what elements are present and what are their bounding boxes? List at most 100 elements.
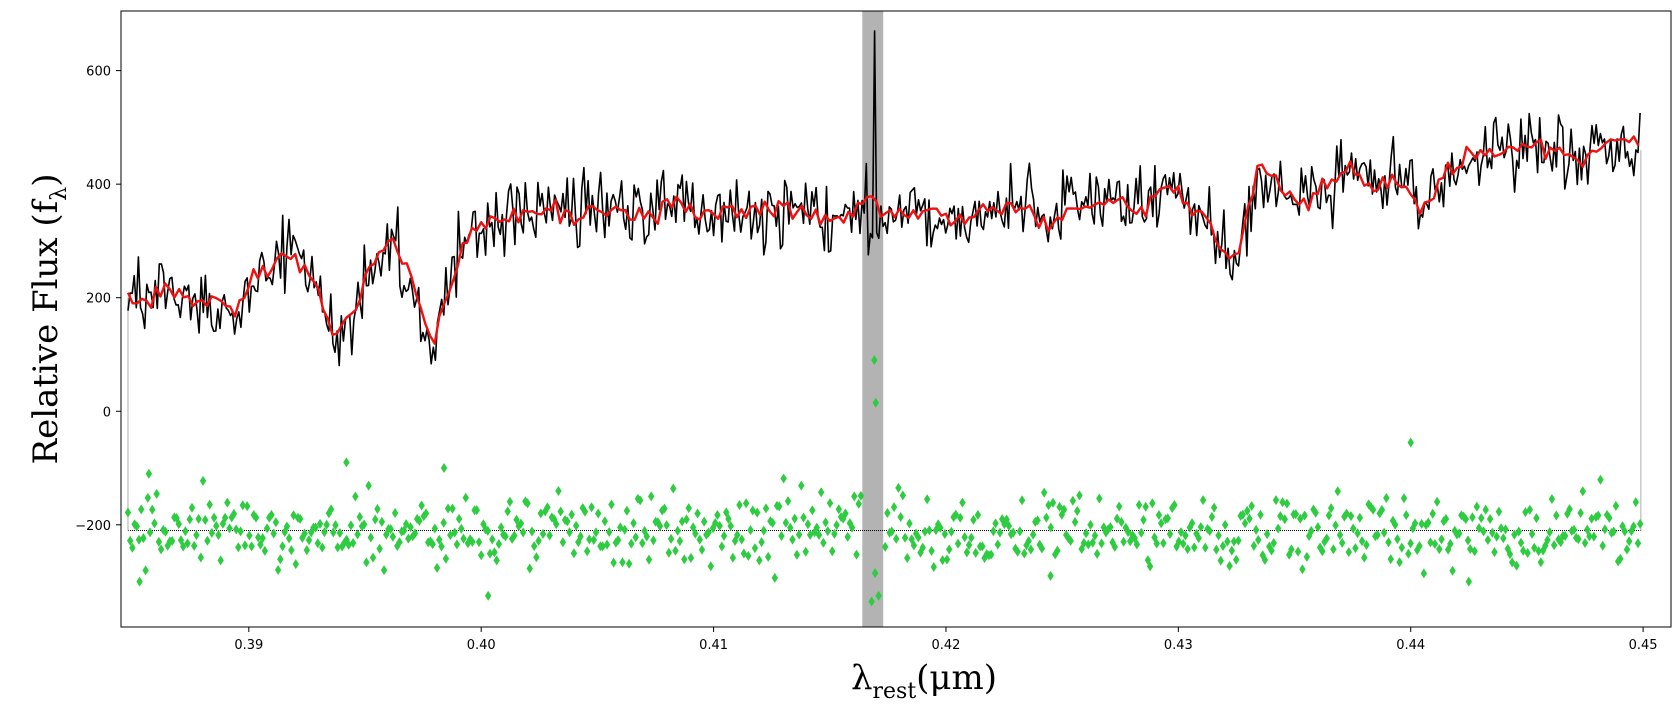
residual-point — [272, 517, 280, 528]
residual-point — [1303, 551, 1311, 562]
residual-point — [555, 485, 562, 496]
residual-point — [1533, 513, 1540, 524]
residual-point — [1528, 528, 1536, 539]
residual-outlier-point — [440, 463, 448, 474]
residual-point — [1111, 541, 1118, 552]
residual-point — [957, 512, 964, 523]
residual-point — [817, 487, 825, 498]
residual-point — [1272, 495, 1280, 506]
residual-point — [1268, 545, 1275, 556]
residual-point — [376, 543, 383, 554]
residual-point — [784, 496, 792, 507]
residual-point — [274, 564, 282, 575]
residual-point — [285, 533, 293, 544]
residual-point — [857, 490, 865, 501]
residual-point — [641, 525, 648, 536]
residual-point — [1486, 514, 1494, 525]
residual-point — [533, 552, 540, 563]
residual-point — [806, 529, 814, 540]
residual-point — [685, 503, 692, 514]
residual-point — [1255, 534, 1262, 545]
residual-point — [1058, 509, 1066, 520]
residual-point — [1146, 561, 1154, 572]
residual-point — [288, 545, 295, 556]
residual-point — [305, 535, 313, 546]
residual-point — [1374, 529, 1381, 540]
residual-point — [1281, 514, 1288, 525]
residual-point — [1500, 533, 1507, 544]
residual-point — [1566, 504, 1573, 515]
residual-outlier-point — [871, 355, 878, 366]
residual-point — [1093, 548, 1101, 559]
residual-point — [937, 522, 944, 533]
residual-point — [608, 499, 615, 510]
residual-point — [1347, 511, 1355, 522]
residual-point — [140, 533, 147, 544]
residual-point — [224, 497, 231, 508]
residual-point — [259, 533, 266, 544]
residual-point — [1283, 498, 1291, 509]
residual-point — [974, 509, 982, 520]
residual-point — [1102, 527, 1110, 538]
residual-point — [767, 516, 774, 527]
residual-point — [670, 483, 677, 494]
residual-point — [215, 529, 222, 540]
residual-point — [802, 546, 809, 557]
residual-point — [1354, 528, 1361, 539]
residual-point — [963, 547, 971, 558]
residual-point — [1138, 527, 1145, 538]
residual-point — [1007, 529, 1015, 540]
residual-point — [449, 503, 456, 514]
residual-point — [804, 519, 812, 530]
residual-point — [601, 516, 609, 527]
residual-point — [1164, 513, 1171, 524]
residual-point — [1054, 545, 1061, 556]
residual-point — [1140, 514, 1147, 525]
residual-point — [1319, 546, 1326, 557]
residual-point — [764, 551, 772, 562]
residual-point — [1394, 534, 1401, 545]
residual-point — [968, 532, 975, 543]
residual-point — [1634, 538, 1642, 549]
residual-point — [1018, 495, 1026, 506]
residual-outlier-point — [1407, 437, 1414, 448]
residual-point — [1544, 534, 1551, 545]
residual-point — [235, 542, 242, 553]
x-tick-label: 0.41 — [699, 638, 728, 653]
residual-point — [530, 541, 538, 552]
residual-point — [851, 491, 858, 502]
residual-point — [795, 529, 803, 540]
residual-point — [239, 500, 246, 511]
residual-point — [153, 488, 160, 499]
residual-point — [720, 530, 728, 541]
residual-point — [734, 530, 741, 541]
residual-point — [440, 517, 447, 528]
residual-point — [1085, 539, 1092, 550]
residual-point — [363, 557, 370, 568]
residual-point — [994, 539, 1001, 550]
residual-point — [736, 499, 743, 510]
residual-point — [1606, 512, 1613, 523]
residual-point — [1407, 538, 1414, 549]
residual-point — [173, 513, 180, 524]
residual-point — [745, 550, 752, 561]
residual-point — [1025, 535, 1032, 546]
residual-point — [1248, 501, 1255, 512]
residual-point — [1100, 522, 1107, 533]
residual-point — [1535, 546, 1542, 557]
residual-point — [188, 502, 196, 513]
residual-point — [131, 519, 138, 530]
residual-point — [1341, 511, 1348, 522]
residual-point — [237, 526, 244, 537]
residual-point — [378, 516, 386, 527]
residual-point — [1091, 530, 1099, 541]
residual-point — [1060, 504, 1068, 515]
residual-point — [1621, 526, 1628, 537]
residual-point — [820, 537, 827, 548]
residual-point — [429, 539, 436, 550]
residual-point — [599, 541, 606, 552]
residual-outlier-point — [136, 576, 143, 587]
residual-point — [323, 519, 330, 530]
residual-point — [948, 526, 955, 537]
residual-point — [1118, 517, 1125, 528]
